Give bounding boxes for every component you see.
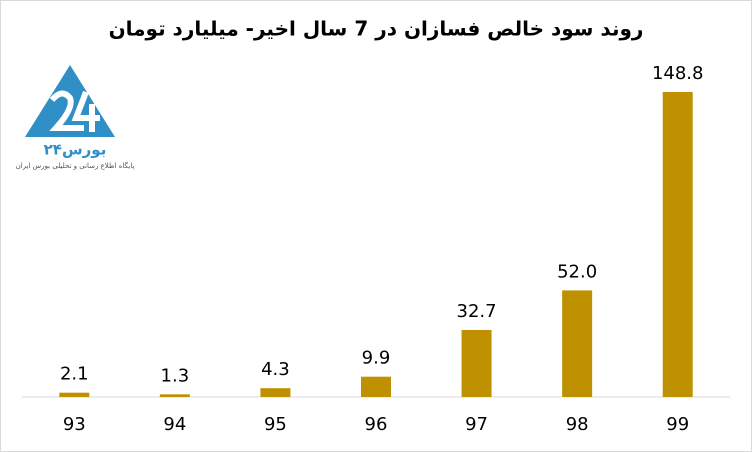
value-label: 9.9: [362, 348, 391, 369]
value-label: 148.8: [652, 63, 704, 84]
x-tick-label: 96: [365, 414, 388, 435]
logo-name: بورس۲۴: [44, 141, 107, 159]
x-tick-label: 98: [566, 414, 589, 435]
bar: [361, 376, 391, 397]
x-tick-label: 94: [163, 414, 186, 435]
logo-two: [49, 90, 84, 131]
bar: [260, 388, 291, 397]
x-tick-label: 97: [465, 414, 488, 435]
value-label: 32.7: [457, 301, 497, 322]
logo-tagline: پایگاه اطلاع رسانی و تحلیلی بورس ایران: [16, 161, 135, 170]
bar: [562, 290, 593, 397]
value-label: 2.1: [60, 364, 89, 385]
logo-four: [71, 90, 100, 132]
value-label: 4.3: [261, 359, 290, 380]
chart-title: روند سود خالص فسازان در 7 سال اخیر- میلی…: [109, 17, 644, 41]
value-label: 1.3: [161, 365, 190, 386]
bar: [59, 392, 90, 397]
logo: بورس۲۴ پایگاه اطلاع رسانی و تحلیلی بورس …: [16, 65, 135, 170]
x-tick-label: 95: [264, 414, 287, 435]
bar: [461, 329, 492, 397]
x-tick-label: 99: [666, 414, 689, 435]
bar: [159, 394, 190, 397]
x-tick-label: 93: [63, 414, 86, 435]
bar: [662, 92, 693, 397]
value-label: 52.0: [557, 261, 597, 282]
